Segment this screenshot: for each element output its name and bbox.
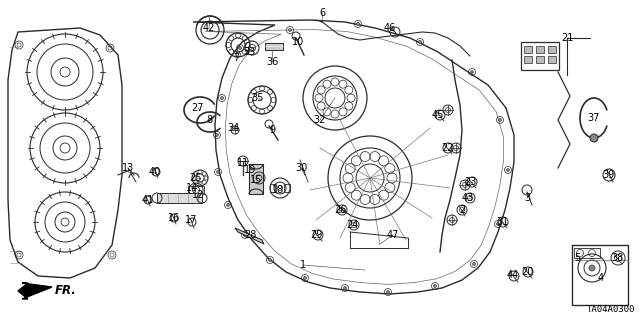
Circle shape [356,23,360,26]
Text: 47: 47 [387,230,399,240]
Text: 4: 4 [598,273,604,283]
Polygon shape [235,228,264,244]
Circle shape [243,234,246,236]
Bar [521,42,559,70]
Circle shape [472,263,476,265]
Text: 39: 39 [602,170,614,180]
Text: 19: 19 [244,165,256,175]
Text: 16: 16 [168,213,180,223]
Text: 9: 9 [269,125,275,135]
Bar [574,248,600,258]
Bar [572,245,628,305]
Text: 8: 8 [206,115,212,125]
Circle shape [454,145,458,151]
Circle shape [61,218,69,226]
Text: 33: 33 [243,47,255,57]
Text: 42: 42 [203,23,215,33]
Circle shape [445,108,451,113]
Bar [524,56,532,63]
Circle shape [60,143,70,153]
Circle shape [216,170,220,174]
Bar [284,184,290,192]
Text: 5: 5 [574,253,580,263]
Circle shape [269,258,271,262]
Bar [157,193,202,203]
Text: 10: 10 [292,37,304,47]
Text: 32: 32 [314,115,326,125]
Text: 26: 26 [334,205,346,215]
Circle shape [499,118,502,122]
Text: 3: 3 [524,193,530,203]
Text: 15: 15 [250,175,262,185]
Circle shape [419,41,422,43]
Circle shape [433,285,436,287]
Text: 38: 38 [611,253,623,263]
Text: 45: 45 [432,110,444,120]
Text: 36: 36 [266,57,278,67]
Text: 35: 35 [252,93,264,103]
Text: 43: 43 [462,193,474,203]
Circle shape [289,28,291,32]
Text: 21: 21 [561,33,573,43]
Text: 37: 37 [588,113,600,123]
Circle shape [506,168,509,172]
Bar [249,164,263,194]
Bar [265,43,283,50]
Text: 6: 6 [319,8,325,18]
Circle shape [387,291,390,293]
Text: 17: 17 [185,215,197,225]
Text: 2: 2 [459,205,465,215]
Text: 18: 18 [272,185,284,195]
Text: 29: 29 [310,230,322,240]
Text: 31: 31 [496,217,508,227]
Polygon shape [18,283,52,299]
Circle shape [227,204,230,206]
Text: 40: 40 [149,167,161,177]
Text: 44: 44 [507,270,519,280]
Bar [536,46,544,53]
Text: 12: 12 [192,190,204,200]
Bar [524,46,532,53]
Circle shape [60,67,70,77]
Text: 14: 14 [186,183,198,193]
Circle shape [239,47,241,49]
Text: 11: 11 [237,158,249,168]
Bar [270,184,276,192]
Text: 7: 7 [233,53,239,63]
Text: 34: 34 [227,123,239,133]
Circle shape [216,133,218,137]
Text: TA04A0300: TA04A0300 [587,305,635,314]
Text: 46: 46 [384,23,396,33]
Bar [536,56,544,63]
Text: 22: 22 [442,143,454,153]
Circle shape [589,265,595,271]
Text: 25: 25 [189,173,202,183]
Circle shape [303,277,307,279]
Circle shape [221,97,223,100]
Bar [548,46,556,53]
Text: 27: 27 [192,103,204,113]
Text: 30: 30 [295,163,307,173]
Bar [548,56,556,63]
Circle shape [463,182,467,188]
Circle shape [344,286,346,290]
Text: 28: 28 [244,230,256,240]
Text: FR.: FR. [55,285,77,298]
Text: 1: 1 [300,260,306,270]
Bar [188,186,204,194]
Circle shape [449,218,454,222]
Circle shape [590,134,598,142]
Text: 20: 20 [521,267,533,277]
Circle shape [470,70,474,73]
Circle shape [497,222,499,226]
Text: 13: 13 [122,163,134,173]
Text: 24: 24 [346,220,358,230]
Text: 23: 23 [464,177,476,187]
Text: 41: 41 [142,195,154,205]
